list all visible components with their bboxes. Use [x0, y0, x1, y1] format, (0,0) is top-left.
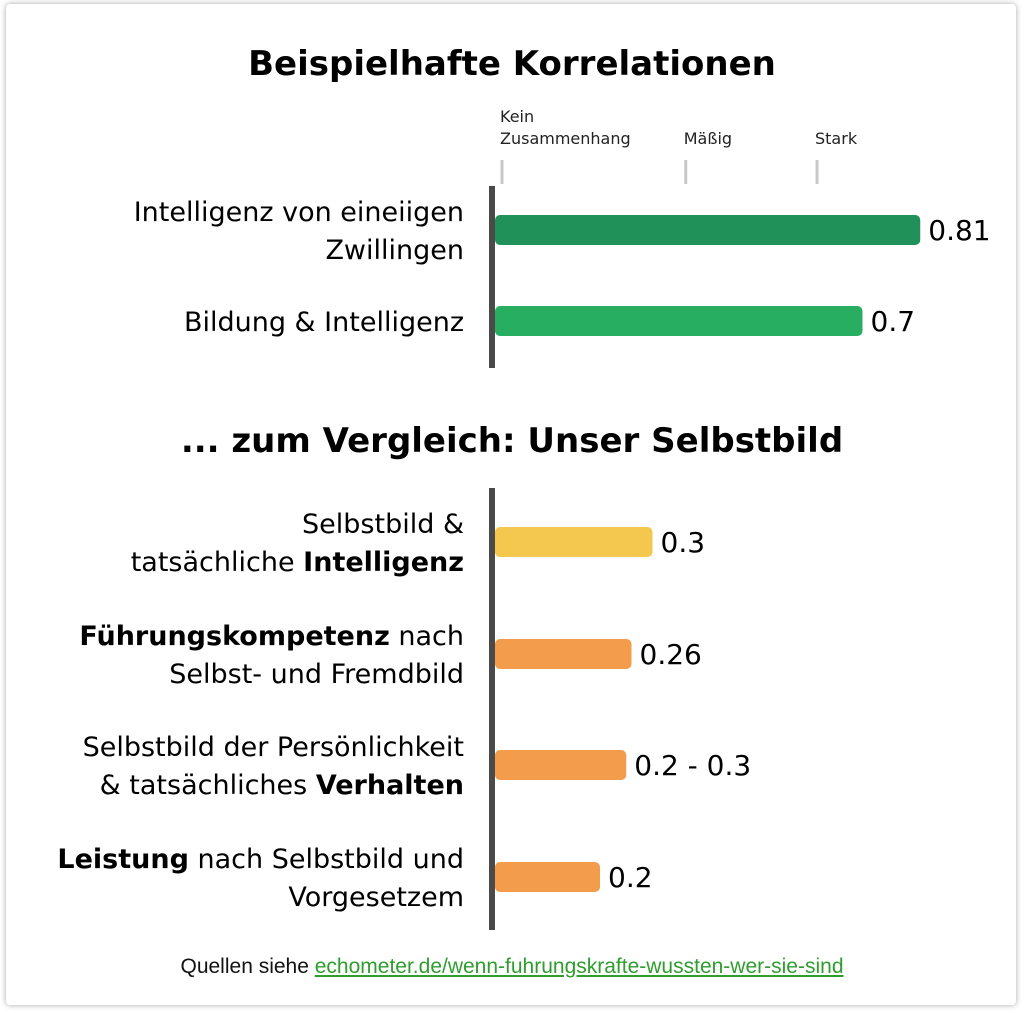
category-label-2-4-line-2: Vorgesetzem [288, 882, 464, 913]
tick-label-2-1: Mäßig [684, 129, 732, 148]
category-label-2-4-line-1: Leistung nach Selbstbild und [57, 844, 464, 875]
sources-prefix: Quellen siehe [180, 955, 315, 978]
tick-label-3-1: Stark [815, 129, 858, 148]
category-label-2-2-line-1: Führungskompetenz nach [79, 621, 464, 652]
value-label-2-3: 0.2 - 0.3 [634, 749, 751, 782]
chart-title-1: Beispielhafte Korrelationen [248, 44, 776, 84]
value-label-1-2: 0.7 [871, 305, 916, 338]
category-label-2-1-line-1: Selbstbild & [302, 509, 464, 540]
bar-2-3 [495, 750, 627, 780]
sources-link[interactable]: echometer.de/wenn-fuhrungskrafte-wussten… [314, 955, 844, 978]
chart-canvas: Beispielhafte Korrelationen Kein Zusammenh… [57, 44, 991, 930]
value-label-2-4: 0.2 [608, 861, 653, 894]
bar-2-1 [495, 527, 653, 557]
category-label-2-1-line-2: tatsächliche Intelligenz [131, 547, 464, 578]
sources-footer: Quellen siehe echometer.de/wenn-fuhrungs… [0, 955, 1024, 979]
category-label-1-2-line-1: Bildung & Intelligenz [184, 307, 464, 338]
chart-title-2: ... zum Vergleich: Unser Selbstbild [181, 421, 843, 461]
category-label-1-1-line-1: Intelligenz von eineiigen [134, 197, 464, 228]
category-label-1-1-line-2: Zwillingen [325, 235, 464, 266]
value-label-2-2: 0.26 [640, 638, 702, 671]
value-label-1-1: 0.81 [928, 214, 990, 247]
tick-label-1-2: Zusammenhang [500, 129, 631, 148]
tick-label-1-1: Kein [500, 107, 534, 126]
chart-card [6, 4, 1016, 1005]
bar-2-2 [495, 639, 632, 669]
bar-1-1 [495, 215, 921, 245]
category-label-2-2-line-2: Selbst- und Fremdbild [169, 659, 464, 690]
bar-1-2 [495, 306, 863, 336]
bar-2-4 [495, 862, 600, 892]
value-label-2-1: 0.3 [661, 526, 706, 559]
category-label-2-3-line-1: Selbstbild der Persönlichkeit [83, 732, 464, 763]
category-label-2-3-line-2: & tatsächliches Verhalten [100, 770, 464, 801]
